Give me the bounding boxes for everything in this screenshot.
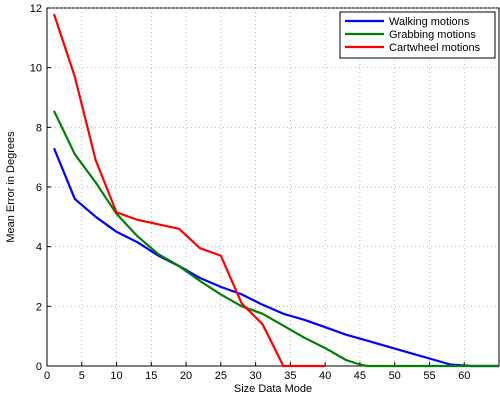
- axis-ticks: 0 5 10 15 20 25 30 35 40 45 50 55 60 0 2 4 6 8 10 12: [30, 3, 471, 382]
- y-tick-label: 4: [36, 242, 42, 254]
- x-tick-label: 0: [44, 370, 50, 382]
- x-tick-label: 10: [110, 370, 122, 382]
- series-line-1: [52, 147, 499, 368]
- series-line-2: [53, 110, 499, 368]
- y-axis-label: Mean Error in Degrees: [5, 131, 17, 243]
- x-tick-label: 50: [389, 370, 401, 382]
- legend-label-2: Grabbing motions: [389, 29, 476, 41]
- y-tick-label: 12: [30, 3, 42, 15]
- x-tick-label: 55: [423, 370, 435, 382]
- x-tick-label: 40: [319, 370, 331, 382]
- x-axis-label: Size Data Mode: [234, 383, 312, 395]
- y-tick-label: 0: [36, 361, 42, 373]
- legend-label-1: Walking motions: [389, 16, 470, 28]
- y-tick-label: 6: [36, 182, 42, 194]
- y-tick-label: 8: [36, 122, 42, 134]
- x-tick-label: 35: [284, 370, 296, 382]
- y-tick-label: 2: [36, 301, 42, 313]
- series-line-3: [52, 13, 326, 368]
- x-tick-label: 5: [79, 370, 85, 382]
- x-tick-label: 20: [180, 370, 192, 382]
- legend-label-3: Cartwheel motions: [389, 42, 481, 54]
- x-tick-label: 15: [145, 370, 157, 382]
- x-tick-label: 60: [458, 370, 470, 382]
- x-tick-label: 45: [354, 370, 366, 382]
- series-lines: [52, 13, 499, 368]
- x-tick-label: 25: [215, 370, 227, 382]
- y-tick-label: 10: [30, 63, 42, 75]
- grid-lines: [47, 7, 499, 366]
- x-tick-label: 30: [249, 370, 261, 382]
